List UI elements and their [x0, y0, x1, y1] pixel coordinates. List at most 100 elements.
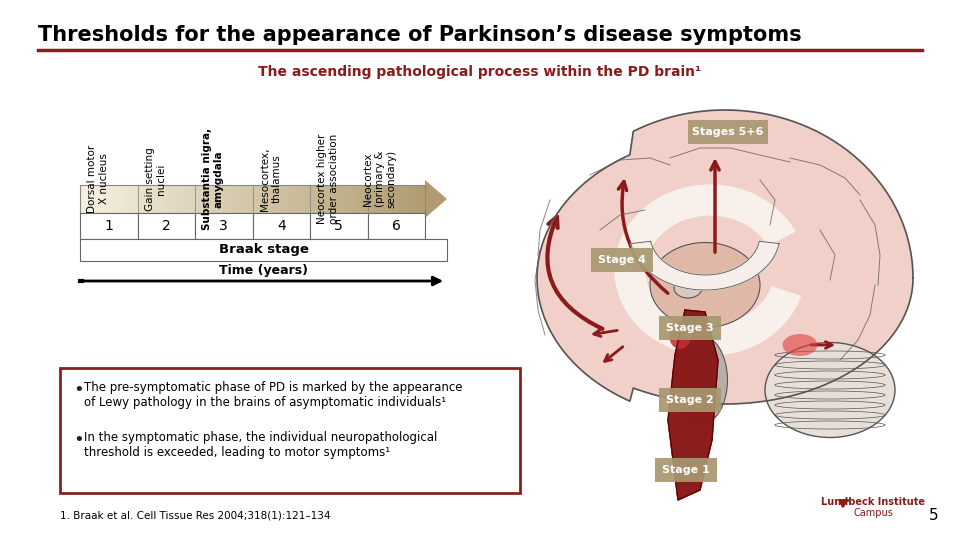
Bar: [335, 185, 338, 213]
Bar: [416, 185, 419, 213]
Bar: [264, 185, 267, 213]
Bar: [202, 185, 204, 213]
Bar: [163, 185, 165, 213]
Bar: [376, 185, 379, 213]
Bar: [129, 185, 132, 213]
Bar: [365, 185, 368, 213]
Bar: [312, 185, 315, 213]
Bar: [209, 185, 211, 213]
Polygon shape: [425, 180, 447, 218]
Bar: [310, 185, 313, 213]
Bar: [84, 185, 87, 213]
Bar: [254, 185, 257, 213]
Bar: [333, 185, 336, 213]
Text: Dorsal motor
X nucleus: Dorsal motor X nucleus: [87, 145, 108, 213]
Bar: [353, 185, 356, 213]
Bar: [274, 185, 276, 213]
Bar: [399, 185, 402, 213]
Bar: [152, 185, 155, 213]
Bar: [259, 185, 262, 213]
Bar: [154, 185, 156, 213]
Text: Neocortex
(primary &
secondary): Neocortex (primary & secondary): [363, 150, 396, 208]
Text: 1. Braak et al. Cell Tissue Res 2004;318(1):121–134: 1. Braak et al. Cell Tissue Res 2004;318…: [60, 511, 330, 521]
Bar: [324, 185, 326, 213]
FancyBboxPatch shape: [660, 388, 721, 412]
Bar: [363, 185, 366, 213]
Bar: [179, 185, 181, 213]
Bar: [356, 185, 359, 213]
Bar: [347, 185, 349, 213]
Bar: [252, 213, 310, 239]
Bar: [280, 185, 283, 213]
Bar: [94, 185, 97, 213]
Bar: [246, 185, 249, 213]
Bar: [294, 185, 297, 213]
Text: Campus: Campus: [853, 508, 893, 518]
Bar: [351, 185, 354, 213]
Bar: [308, 185, 310, 213]
Polygon shape: [615, 185, 801, 355]
Text: 1: 1: [105, 219, 113, 233]
Bar: [292, 185, 295, 213]
Bar: [322, 185, 324, 213]
Bar: [170, 185, 173, 213]
Bar: [206, 185, 209, 213]
Bar: [310, 213, 368, 239]
Bar: [317, 185, 320, 213]
Bar: [229, 185, 232, 213]
Bar: [379, 185, 382, 213]
Bar: [124, 185, 127, 213]
Bar: [225, 185, 228, 213]
Bar: [156, 185, 158, 213]
Text: Lundbeck Institute: Lundbeck Institute: [821, 497, 925, 507]
Bar: [404, 185, 407, 213]
Bar: [397, 185, 400, 213]
Bar: [186, 185, 188, 213]
Bar: [248, 185, 251, 213]
Bar: [112, 185, 115, 213]
Bar: [99, 185, 101, 213]
Bar: [422, 185, 425, 213]
Bar: [80, 239, 447, 261]
Bar: [269, 185, 272, 213]
Bar: [216, 185, 219, 213]
Bar: [149, 185, 152, 213]
Bar: [140, 185, 143, 213]
Bar: [231, 185, 234, 213]
Bar: [121, 185, 124, 213]
Bar: [299, 185, 301, 213]
Text: Stage 3: Stage 3: [666, 323, 714, 333]
Bar: [177, 185, 180, 213]
Text: •: •: [73, 431, 84, 449]
Bar: [236, 185, 239, 213]
Bar: [239, 185, 242, 213]
Bar: [297, 185, 299, 213]
Bar: [190, 185, 193, 213]
FancyBboxPatch shape: [591, 248, 653, 272]
Text: 4: 4: [276, 219, 286, 233]
Bar: [243, 185, 246, 213]
Bar: [251, 185, 253, 213]
Bar: [114, 185, 117, 213]
Polygon shape: [668, 310, 718, 500]
Bar: [368, 213, 425, 239]
Bar: [213, 185, 216, 213]
FancyBboxPatch shape: [660, 316, 721, 340]
Bar: [381, 185, 384, 213]
Bar: [266, 185, 269, 213]
Bar: [195, 213, 252, 239]
Bar: [83, 185, 85, 213]
Bar: [241, 185, 244, 213]
Bar: [142, 185, 145, 213]
Bar: [271, 185, 274, 213]
Bar: [282, 185, 285, 213]
Bar: [384, 185, 386, 213]
Bar: [349, 185, 352, 213]
Bar: [340, 185, 343, 213]
Bar: [342, 185, 345, 213]
Bar: [101, 185, 104, 213]
Bar: [103, 185, 106, 213]
Text: Neocortex higher
order association: Neocortex higher order association: [317, 134, 339, 224]
Bar: [183, 185, 186, 213]
Ellipse shape: [650, 242, 760, 327]
